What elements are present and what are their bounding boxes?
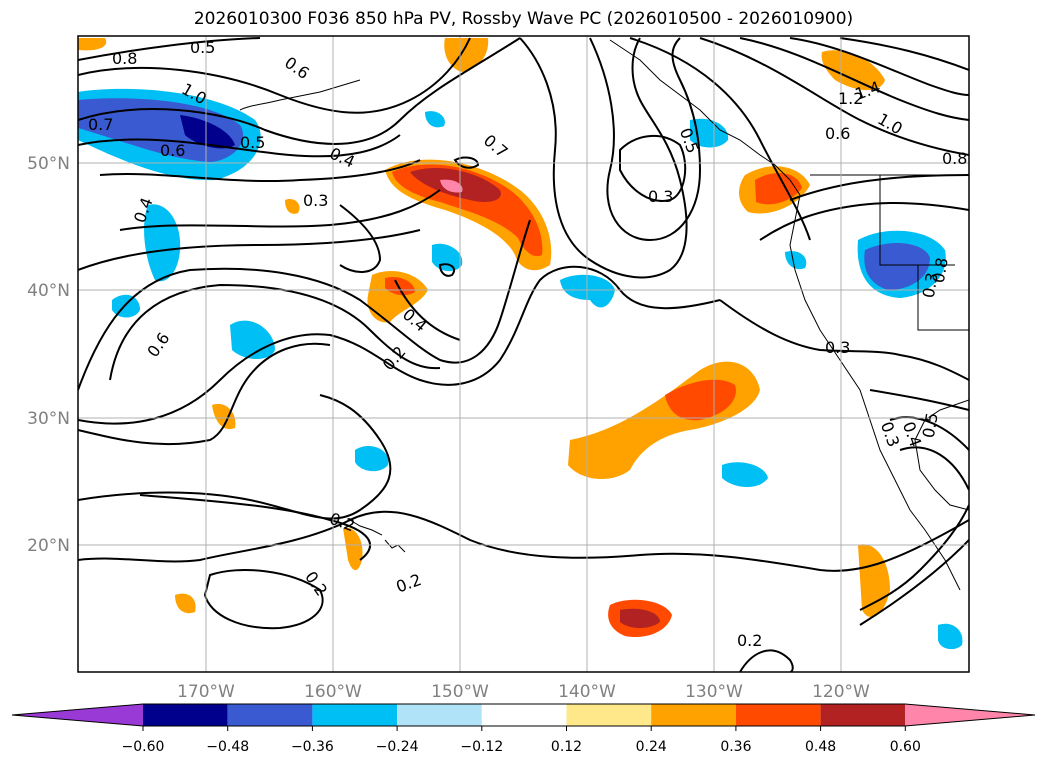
contour-label: 0.6 bbox=[281, 53, 313, 83]
contour-label: 0.2 bbox=[393, 570, 423, 597]
colorbar-tick-label: −0.60 bbox=[122, 739, 165, 755]
lon-label: 120°W bbox=[812, 682, 870, 702]
contour-label: 0.5 bbox=[190, 38, 215, 57]
contour-label: 0.3 bbox=[648, 187, 673, 206]
latitude-labels: 50°N 40°N 30°N 20°N bbox=[27, 154, 70, 556]
contour-label: 0.2 bbox=[301, 568, 331, 600]
contour-label: 0.8 bbox=[929, 256, 952, 284]
contour-label: 0.8 bbox=[942, 149, 967, 168]
contour-label: 1.2 bbox=[838, 89, 863, 108]
contour-label: 0.6 bbox=[143, 329, 173, 361]
colorbar: −0.60 −0.48 −0.36 −0.24 −0.12 0.12 0.24 … bbox=[11, 703, 1036, 755]
contour-label: 0.2 bbox=[737, 631, 762, 650]
colorbar-extend-left bbox=[12, 704, 143, 726]
contour-label: 0.6 bbox=[825, 124, 850, 143]
contour-label: 0.7 bbox=[480, 131, 512, 162]
lon-label: 170°W bbox=[177, 682, 235, 702]
contour-label: 0.3 bbox=[825, 338, 850, 357]
colorbar-bin bbox=[397, 704, 482, 726]
contour-label: 0.2 bbox=[379, 342, 410, 374]
lat-label: 50°N bbox=[27, 154, 70, 174]
lat-label: 40°N bbox=[27, 281, 70, 301]
map-title: 2026010300 F036 850 hPa PV, Rossby Wave … bbox=[193, 9, 854, 29]
plot-frame bbox=[77, 35, 970, 673]
colorbar-bin bbox=[312, 704, 398, 726]
lat-label: 30°N bbox=[27, 409, 70, 429]
colorbar-tick-label: −0.36 bbox=[291, 739, 334, 755]
lon-label: 150°W bbox=[431, 682, 489, 702]
lon-label: 140°W bbox=[558, 682, 616, 702]
longitude-labels: 170°W 160°W 150°W 140°W 130°W 120°W bbox=[177, 682, 870, 702]
coastlines bbox=[239, 39, 969, 591]
contour-label: 0.6 bbox=[160, 141, 185, 160]
gridlines bbox=[78, 36, 969, 672]
lon-label: 160°W bbox=[304, 682, 362, 702]
colorbar-bin bbox=[143, 704, 228, 726]
lon-label: 130°W bbox=[685, 682, 743, 702]
colorbar-bin bbox=[481, 704, 567, 726]
colorbar-tick-label: 0.12 bbox=[551, 739, 582, 755]
contour-label: 0.3 bbox=[877, 419, 904, 449]
colorbar-tick-label: 0.24 bbox=[636, 739, 667, 755]
contour-label: 0.8 bbox=[112, 49, 137, 68]
colorbar-tick-label: 0.60 bbox=[890, 739, 921, 755]
contour-label: 0.4 bbox=[327, 144, 358, 172]
colorbar-bin bbox=[651, 704, 736, 726]
contour-label: 0.3 bbox=[919, 271, 942, 299]
colorbar-tick-label: −0.12 bbox=[460, 739, 503, 755]
contour-label: 0.5 bbox=[240, 133, 265, 152]
lat-label: 20°N bbox=[27, 536, 70, 556]
colorbar-extend-right bbox=[905, 704, 1035, 726]
contour-label: 0.5 bbox=[919, 411, 942, 439]
colorbar-bin bbox=[227, 704, 313, 726]
colorbar-tick-label: 0.48 bbox=[805, 739, 836, 755]
colorbar-bin bbox=[735, 704, 821, 726]
colorbar-bin bbox=[820, 704, 906, 726]
colorbar-tick-label: −0.24 bbox=[376, 739, 419, 755]
contour-label: 0.7 bbox=[88, 115, 113, 134]
contour-label: 0.3 bbox=[303, 191, 328, 210]
colorbar-bin bbox=[566, 704, 652, 726]
contour-label: 1.0 bbox=[874, 109, 906, 138]
colorbar-tick-label: −0.48 bbox=[206, 739, 249, 755]
pv-contours bbox=[78, 37, 969, 672]
colorbar-tick-label: 0.36 bbox=[720, 739, 751, 755]
